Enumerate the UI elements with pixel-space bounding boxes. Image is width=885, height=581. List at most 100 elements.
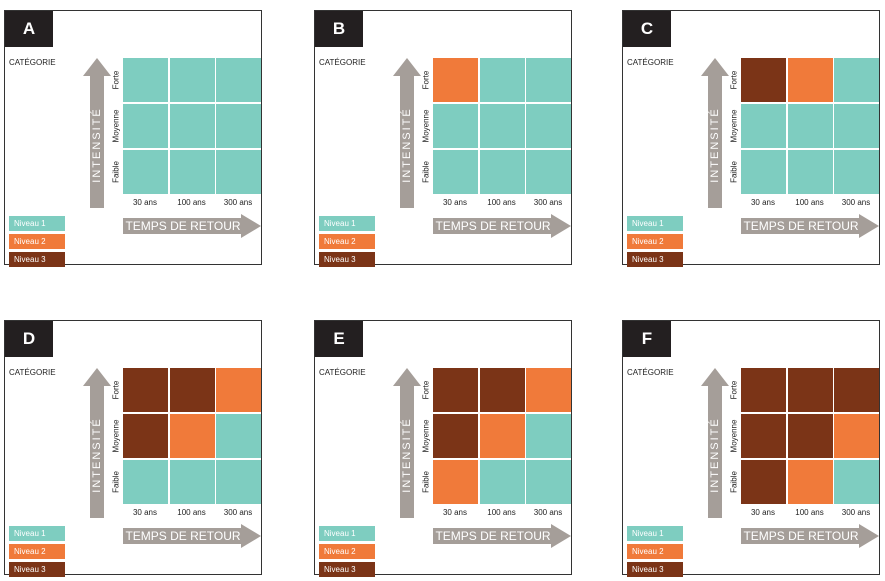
matrix-cell xyxy=(834,104,879,148)
matrix-cell xyxy=(433,150,478,194)
column-label: 30 ans xyxy=(132,508,158,517)
column-label: 100 ans xyxy=(177,198,206,207)
matrix-cell xyxy=(216,460,261,504)
matrix-cell xyxy=(741,104,786,148)
return-time-axis-label: TEMPS DE RETOUR xyxy=(125,529,241,543)
intensity-arrow xyxy=(701,58,729,208)
matrix-cell xyxy=(169,150,215,194)
row-label: Forte xyxy=(729,380,739,400)
return-time-axis-label: TEMPS DE RETOUR xyxy=(435,529,551,543)
return-time-axis-label: TEMPS DE RETOUR xyxy=(435,219,551,233)
matrix-cell xyxy=(787,150,833,194)
row-label: Forte xyxy=(421,380,431,400)
column-label: 300 ans xyxy=(223,508,253,517)
matrix-cell xyxy=(479,460,525,504)
return-time-axis-label: TEMPS DE RETOUR xyxy=(125,219,241,233)
matrix-cell xyxy=(123,104,168,148)
risk-matrix xyxy=(123,58,261,194)
matrix-cell xyxy=(787,368,833,412)
intensity-arrow xyxy=(393,368,421,518)
panel-c: C CATÉGORIE INTENSITÉ Forte Moyenne Faible 30 … xyxy=(622,10,880,267)
return-time-arrow xyxy=(741,214,879,238)
matrix-cell xyxy=(834,460,879,504)
matrix-cell xyxy=(741,150,786,194)
intensity-arrow xyxy=(83,368,111,518)
matrix-cell xyxy=(526,150,571,194)
panel-letter-badge: F xyxy=(623,321,671,357)
legend-item-niveau-3: Niveau 3 xyxy=(9,252,65,267)
row-label: Moyenne xyxy=(729,419,739,453)
panel-b: B CATÉGORIE INTENSITÉ Forte Moyenne Faible 30 … xyxy=(314,10,572,267)
legend-item-niveau-2: Niveau 2 xyxy=(319,544,375,559)
legend-item-niveau-2: Niveau 2 xyxy=(627,544,683,559)
intensity-arrow xyxy=(393,58,421,208)
return-time-axis-label: TEMPS DE RETOUR xyxy=(743,219,859,233)
legend-item-niveau-1: Niveau 1 xyxy=(627,526,683,541)
row-label: Forte xyxy=(111,70,121,90)
column-label: 100 ans xyxy=(177,508,206,517)
matrix-cell xyxy=(169,460,215,504)
matrix-cell xyxy=(123,460,168,504)
intensity-axis-label: INTENSITÉ xyxy=(91,107,103,183)
row-label: Moyenne xyxy=(729,109,739,143)
row-label: Faible xyxy=(111,161,121,183)
legend-item-niveau-3: Niveau 3 xyxy=(627,562,683,577)
intensity-axis-label: INTENSITÉ xyxy=(709,417,721,493)
category-label: CATÉGORIE xyxy=(9,58,56,67)
return-time-axis-label: TEMPS DE RETOUR xyxy=(743,529,859,543)
panel-letter-badge: E xyxy=(315,321,363,357)
row-label: Moyenne xyxy=(421,109,431,143)
column-label: 100 ans xyxy=(795,198,824,207)
matrix-cell xyxy=(834,58,879,102)
panel-letter-badge: B xyxy=(315,11,363,47)
legend-item-niveau-3: Niveau 3 xyxy=(319,562,375,577)
row-label: Forte xyxy=(111,380,121,400)
matrix-cell xyxy=(216,414,261,458)
category-label: CATÉGORIE xyxy=(319,368,366,377)
matrix-cell xyxy=(741,414,786,458)
matrix-cell xyxy=(526,368,571,412)
matrix-cell xyxy=(741,460,786,504)
column-label: 30 ans xyxy=(750,198,776,207)
matrix-cell xyxy=(169,104,215,148)
matrix-cell xyxy=(433,414,478,458)
panel-letter-badge: C xyxy=(623,11,671,47)
matrix-cell xyxy=(479,414,525,458)
row-label: Faible xyxy=(729,471,739,493)
matrix-cell xyxy=(526,460,571,504)
category-label: CATÉGORIE xyxy=(9,368,56,377)
return-time-arrow xyxy=(433,524,571,548)
matrix-cell xyxy=(526,58,571,102)
matrix-cell xyxy=(216,150,261,194)
matrix-cell xyxy=(433,104,478,148)
return-time-arrow xyxy=(123,524,261,548)
row-label: Moyenne xyxy=(111,109,121,143)
panel-d: D CATÉGORIE INTENSITÉ Forte Moyenne Faible 30 … xyxy=(4,320,262,577)
column-label: 300 ans xyxy=(841,508,871,517)
intensity-axis-label: INTENSITÉ xyxy=(91,417,103,493)
return-time-arrow xyxy=(123,214,261,238)
legend-item-niveau-1: Niveau 1 xyxy=(627,216,683,231)
matrix-cell xyxy=(741,368,786,412)
matrix-cell xyxy=(479,58,525,102)
legend-item-niveau-2: Niveau 2 xyxy=(627,234,683,249)
panel-e: E CATÉGORIE INTENSITÉ Forte Moyenne Faible 30 … xyxy=(314,320,572,577)
matrix-cell xyxy=(169,414,215,458)
panel-letter-badge: D xyxy=(5,321,53,357)
matrix-cell xyxy=(526,104,571,148)
panel-letter-badge: A xyxy=(5,11,53,47)
risk-matrix xyxy=(123,368,261,504)
matrix-cell xyxy=(123,368,168,412)
intensity-arrow xyxy=(701,368,729,518)
column-label: 30 ans xyxy=(442,198,468,207)
column-label: 300 ans xyxy=(533,198,563,207)
matrix-cell xyxy=(834,414,879,458)
matrix-cell xyxy=(123,414,168,458)
risk-matrix xyxy=(433,368,571,504)
row-label: Moyenne xyxy=(111,419,121,453)
row-label: Forte xyxy=(729,70,739,90)
legend-item-niveau-1: Niveau 1 xyxy=(319,526,375,541)
intensity-arrow xyxy=(83,58,111,208)
column-label: 100 ans xyxy=(795,508,824,517)
legend-item-niveau-1: Niveau 1 xyxy=(319,216,375,231)
